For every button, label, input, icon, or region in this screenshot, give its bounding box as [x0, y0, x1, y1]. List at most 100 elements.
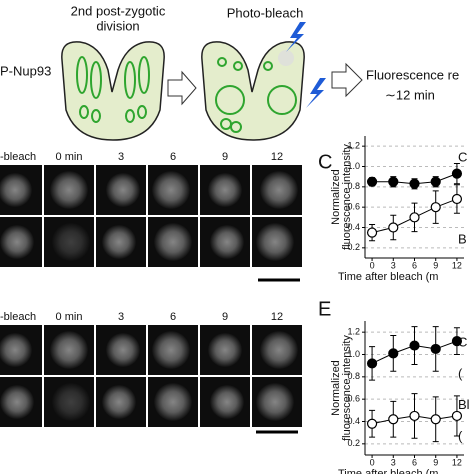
column-label: 0 min	[56, 151, 83, 163]
nucleus-image	[210, 385, 244, 419]
bleach-spot	[278, 50, 294, 66]
panel-label: C	[318, 151, 332, 173]
bleach-label: Photo-bleach	[227, 5, 304, 20]
column-label: 6	[170, 151, 176, 163]
data-point	[388, 176, 399, 187]
x-tick-label: 0	[370, 457, 375, 467]
chart: C 0.2 0.4 0.6 0.8 1.0 1.2 0 3 6 9 12 Time after blea…	[318, 136, 467, 283]
nucleus-image	[152, 171, 190, 209]
image-panels: e-bleach 0 min 3 6 9 12 o-bleach 0 min 3 6 9 12	[0, 151, 302, 427]
result-label: Fluorescence re	[366, 67, 459, 82]
nuclei	[76, 56, 150, 123]
data-point	[451, 193, 463, 205]
construct-label: P-Nup93	[0, 63, 51, 78]
chart: E 0.2 0.4 0.6 0.8 1.0 1.2 0 3 6 9 12 Time after blea…	[318, 298, 470, 474]
y-tick-label: 1.2	[347, 141, 360, 151]
column-label: 9	[222, 311, 228, 323]
x-tick-label: 6	[412, 457, 417, 467]
y-tick-label: 0.8	[347, 181, 360, 191]
nucleus-image	[210, 225, 244, 259]
nucleus-image	[52, 223, 90, 261]
y-axis-label: fluorescence intensity	[341, 144, 353, 250]
column-label: 0 min	[56, 311, 83, 323]
x-tick-label: 12	[452, 260, 462, 270]
data-point	[366, 358, 378, 369]
column-label: 9	[222, 151, 228, 163]
data-point	[430, 414, 441, 425]
nucleus-image	[106, 333, 140, 367]
data-point	[388, 222, 399, 233]
annotation: C	[458, 334, 467, 349]
annotation: (	[458, 366, 463, 381]
data-point	[451, 336, 463, 347]
x-tick-label: 3	[391, 457, 396, 467]
data-point	[409, 178, 420, 189]
nucleus-image	[50, 331, 88, 369]
column-label: 6	[170, 311, 176, 323]
nucleus-image	[152, 331, 190, 369]
y-tick-label: 0.8	[347, 371, 360, 381]
nucleus-image	[208, 333, 242, 367]
nucleus-image	[154, 223, 192, 261]
y-axis-label: Normalized	[330, 169, 342, 225]
nucleus-image	[256, 223, 294, 261]
x-tick-label: 9	[433, 457, 438, 467]
annotation: C	[458, 149, 467, 164]
nuclei	[215, 57, 297, 133]
x-tick-label: 12	[452, 457, 462, 467]
arrow	[331, 62, 363, 98]
y-tick-label: 0.6	[347, 202, 360, 212]
nucleus-image	[154, 383, 192, 421]
data-point	[409, 212, 420, 223]
y-tick-label: 1.0	[347, 349, 360, 359]
arrow	[167, 70, 197, 106]
x-tick-label: 3	[391, 260, 396, 270]
column-label: o-bleach	[0, 311, 36, 323]
data-point	[388, 348, 399, 359]
column-label: 12	[271, 311, 283, 323]
data-point	[409, 410, 420, 422]
charts: C 0.2 0.4 0.6 0.8 1.0 1.2 0 3 6 9 12 Time after blea…	[318, 136, 470, 474]
y-tick-label: 1.2	[347, 327, 360, 337]
nucleus-image	[0, 385, 34, 419]
data-point	[451, 168, 463, 179]
result-label: ∼12 min	[385, 87, 435, 102]
nucleus-image	[0, 173, 32, 207]
nucleus-image	[260, 331, 298, 369]
y-tick-label: 0.6	[347, 394, 360, 404]
nucleus-image	[260, 171, 298, 209]
y-tick-label: 0.4	[347, 222, 360, 232]
x-axis-label: Time after bleach (m	[338, 468, 438, 474]
y-tick-label: 0.2	[347, 242, 360, 252]
annotation: (	[458, 428, 463, 443]
data-point	[366, 418, 378, 429]
x-tick-label: 9	[433, 260, 438, 270]
x-tick-label: 0	[370, 260, 375, 270]
column-label: 3	[118, 151, 124, 163]
diagram: 2nd post-zygotic division Photo-bleach P…	[0, 3, 459, 141]
y-tick-label: 0.4	[347, 416, 360, 426]
data-point	[451, 410, 463, 422]
data-point	[430, 202, 441, 213]
y-axis-label: Normalized	[330, 360, 342, 416]
stage-label: division	[96, 18, 139, 33]
cell	[201, 41, 305, 141]
nucleus-image	[52, 383, 90, 421]
data-point	[409, 340, 420, 351]
nucleus-image	[102, 225, 136, 259]
cell	[61, 41, 165, 141]
bolt	[306, 78, 326, 108]
nucleus-image	[50, 171, 88, 209]
nucleus-image	[102, 385, 136, 419]
nucleus-image	[208, 173, 242, 207]
x-axis-label: Time after bleach (m	[338, 271, 438, 283]
y-tick-label: 1.0	[347, 161, 360, 171]
x-tick-label: 6	[412, 260, 417, 270]
data-point	[388, 414, 399, 425]
column-label: 3	[118, 311, 124, 323]
data-point	[366, 227, 378, 238]
y-tick-label: 0.2	[347, 438, 360, 448]
nucleus-image	[0, 333, 32, 367]
y-axis-label: fluorescence intensity	[341, 335, 353, 441]
data-point	[430, 343, 441, 355]
